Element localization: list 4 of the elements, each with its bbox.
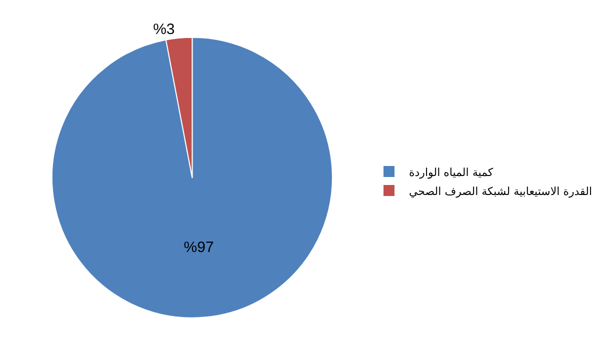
data-label: %97 bbox=[184, 238, 214, 256]
data-label: %3 bbox=[153, 21, 175, 38]
legend-label: القدرة الاستيعابية لشبكة الصرف الصحي bbox=[409, 184, 592, 198]
legend-label: كمية المياه الواردة bbox=[409, 166, 494, 179]
